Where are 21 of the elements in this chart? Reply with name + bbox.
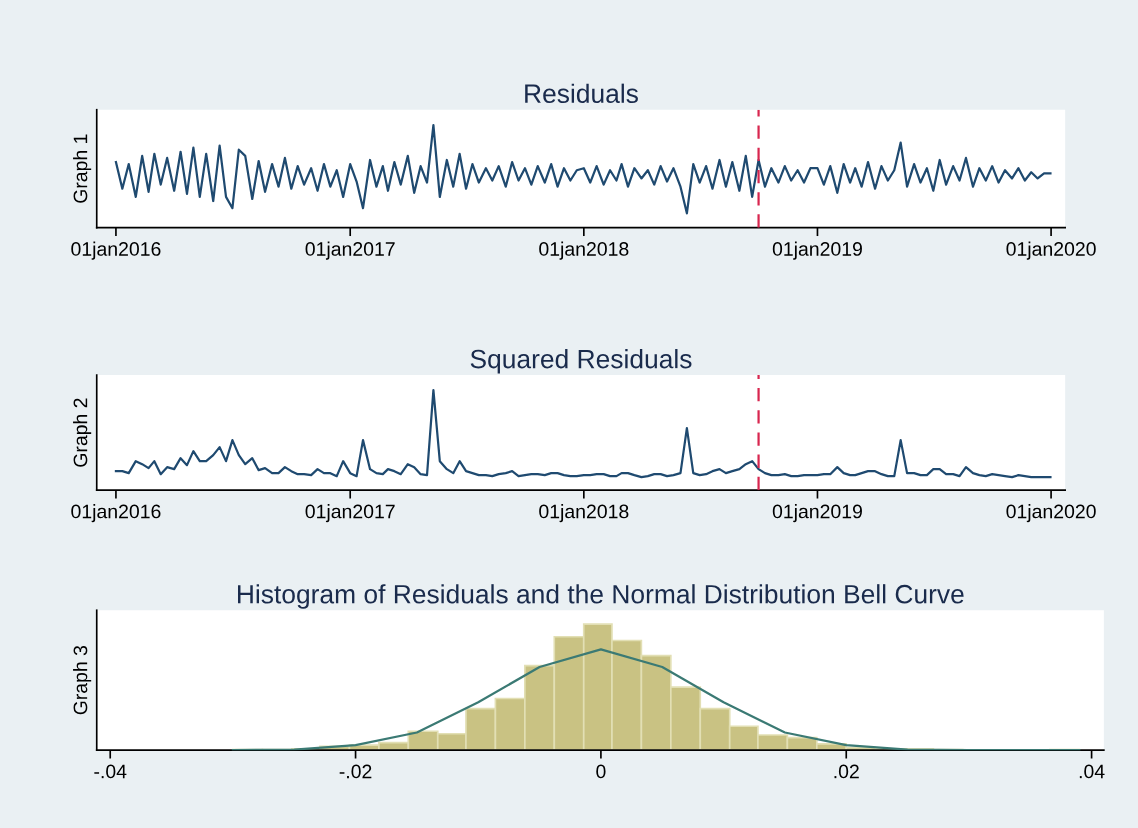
y-axis-title: Graph 3: [73, 645, 92, 715]
chart-title: Squared Residuals: [470, 349, 692, 374]
x-tick-label: -.04: [94, 764, 127, 779]
x-tick-label: 01jan2019: [772, 504, 862, 523]
x-tick-label: 01jan2019: [772, 241, 862, 260]
y-axis-title: Graph 1: [73, 134, 92, 203]
y-axis-title: Graph 2: [73, 398, 92, 467]
x-tick-label: 01jan2017: [305, 241, 395, 260]
x-tick-label: 01jan2020: [1006, 504, 1096, 523]
x-tick-label: 01jan2016: [71, 504, 161, 523]
x-tick-label: 01jan2017: [305, 504, 395, 523]
chart-title: Histogram of Residuals and the Normal Distribution Bell Curve: [238, 584, 964, 609]
x-tick-label: 01jan2016: [71, 241, 161, 260]
x-tick-label: .04: [1079, 764, 1105, 779]
x-tick-label: 01jan2018: [539, 504, 629, 523]
x-tick-label: 01jan2018: [539, 241, 629, 260]
chart-title: Residuals: [525, 83, 638, 104]
x-tick-label: 01jan2020: [1006, 241, 1096, 260]
x-tick-label: .02: [834, 764, 859, 779]
x-tick-label: 0: [596, 764, 606, 779]
x-tick-label: -.02: [339, 764, 372, 779]
